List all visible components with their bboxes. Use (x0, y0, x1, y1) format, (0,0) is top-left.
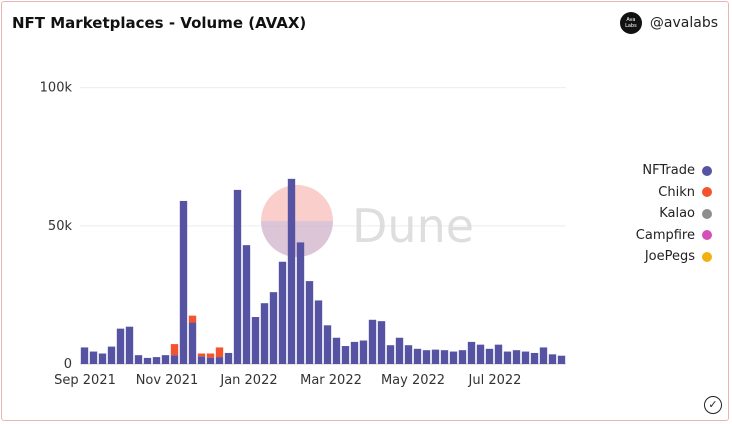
legend-dot-icon (702, 230, 712, 241)
bar-segment-nftrade[interactable] (494, 344, 503, 364)
watermark-text: Dune (352, 199, 474, 253)
bar-segment-nftrade[interactable] (368, 319, 377, 364)
watermark-circle (261, 185, 333, 257)
legend-label: Campfire (635, 227, 695, 243)
legend-dot-icon (702, 165, 712, 176)
legend-dot-icon (702, 251, 712, 262)
bar-segment-nftrade[interactable] (89, 351, 98, 364)
bars (80, 178, 566, 365)
bar-segment-nftrade[interactable] (503, 351, 512, 364)
bar-segment-nftrade[interactable] (458, 350, 467, 364)
bar-segment-nftrade[interactable] (413, 348, 422, 364)
bar-segment-nftrade[interactable] (179, 200, 188, 364)
bar-segment-nftrade[interactable] (242, 245, 251, 364)
bar-segment-nftrade[interactable] (341, 346, 350, 364)
legend-item-campfire[interactable]: Campfire (636, 225, 712, 247)
bar-segment-nftrade[interactable] (314, 300, 323, 364)
bar-segment-nftrade[interactable] (233, 189, 242, 364)
bar-segment-nftrade[interactable] (197, 356, 206, 364)
y-tick-label: 50k (48, 219, 73, 234)
x-tick-label: Mar 2022 (300, 373, 362, 388)
bar-segment-nftrade[interactable] (224, 352, 233, 364)
x-axis: Sep 2021 Nov 2021 Jan 2022 Mar 2022 May 2022… (54, 373, 521, 388)
bar-segment-chikn[interactable] (197, 353, 206, 357)
bar-segment-nftrade[interactable] (305, 281, 314, 364)
bar-segment-nftrade[interactable] (134, 355, 143, 364)
bar-segment-nftrade[interactable] (251, 317, 260, 364)
bar-segment-nftrade[interactable] (80, 347, 89, 364)
watermark-half (261, 221, 333, 257)
bar-segment-nftrade[interactable] (161, 355, 170, 364)
bar-segment-nftrade[interactable] (287, 178, 296, 364)
bar-segment-nftrade[interactable] (260, 303, 269, 364)
bar-segment-nftrade[interactable] (440, 350, 449, 364)
bar-segment-nftrade[interactable] (521, 351, 530, 364)
legend-item-nftrade[interactable]: NFTrade (636, 160, 712, 182)
bar-segment-nftrade[interactable] (449, 351, 458, 364)
bar-segment-nftrade[interactable] (485, 348, 494, 364)
bar-segment-nftrade[interactable] (296, 242, 305, 364)
bar-segment-nftrade[interactable] (152, 357, 161, 364)
bar-segment-nftrade[interactable] (512, 350, 521, 364)
bar-segment-nftrade[interactable] (431, 349, 440, 364)
bar-segment-nftrade[interactable] (170, 355, 179, 364)
legend-item-joepegs[interactable]: JoePegs (636, 246, 712, 268)
bar-segment-nftrade[interactable] (332, 337, 341, 364)
bar-segment-nftrade[interactable] (98, 353, 107, 365)
legend-dot-icon (702, 208, 712, 219)
bar-segment-nftrade[interactable] (422, 350, 431, 364)
bar-segment-chikn[interactable] (206, 353, 215, 358)
bar-segment-nftrade[interactable] (467, 341, 476, 364)
bar-segment-nftrade[interactable] (206, 357, 215, 364)
bar-segment-nftrade[interactable] (395, 337, 404, 364)
bar-segment-nftrade[interactable] (350, 341, 359, 364)
avalabs-logo-icon: Ava Labs (619, 12, 642, 34)
bar-segment-nftrade[interactable] (125, 326, 134, 364)
y-axis: 0 50k 100k (40, 81, 73, 372)
bar-segment-nftrade[interactable] (269, 292, 278, 364)
bar-segment-nftrade[interactable] (539, 347, 548, 364)
legend-label: JoePegs (644, 249, 695, 265)
bar-segment-chikn[interactable] (188, 315, 197, 323)
bar-segment-nftrade[interactable] (188, 322, 197, 364)
x-tick-label: Sep 2021 (54, 373, 116, 388)
bar-segment-chikn[interactable] (170, 344, 179, 356)
legend-dot-icon (702, 187, 712, 198)
dune-watermark: Dune (261, 185, 474, 257)
x-tick-label: Jul 2022 (468, 373, 522, 388)
legend: NFTrade Chikn Kalao Campfire JoePegs (636, 160, 712, 268)
bar-segment-nftrade[interactable] (404, 345, 413, 364)
y-tick-label: 100k (40, 81, 73, 96)
legend-label: NFTrade (642, 163, 695, 179)
brand[interactable]: Ava Labs @avalabs (619, 12, 718, 34)
check-icon[interactable]: ✓ (704, 396, 722, 414)
brand-name[interactable]: @avalabs (649, 15, 718, 31)
x-tick-label: May 2022 (381, 373, 445, 388)
bar-segment-nftrade[interactable] (386, 345, 395, 364)
bar-segment-nftrade[interactable] (557, 355, 566, 364)
legend-item-chikn[interactable]: Chikn (636, 182, 712, 204)
x-tick-label: Jan 2022 (219, 373, 277, 388)
bar-segment-nftrade[interactable] (143, 357, 152, 364)
legend-label: Chikn (658, 184, 695, 200)
bar-segment-nftrade[interactable] (359, 340, 368, 364)
bar-segment-nftrade[interactable] (476, 344, 485, 364)
bar-segment-nftrade[interactable] (215, 357, 224, 364)
bar-segment-nftrade[interactable] (323, 325, 332, 364)
legend-item-kalao[interactable]: Kalao (636, 203, 712, 225)
y-tick-label: 0 (64, 357, 72, 372)
chart-title: NFT Marketplaces - Volume (AVAX) (12, 14, 307, 32)
bar-segment-nftrade[interactable] (107, 346, 116, 364)
x-tick-label: Nov 2021 (136, 373, 199, 388)
bar-segment-nftrade[interactable] (530, 352, 539, 364)
bar-segment-chikn[interactable] (215, 347, 224, 358)
bar-segment-nftrade[interactable] (116, 328, 125, 364)
bar-segment-nftrade[interactable] (377, 321, 386, 364)
bar-segment-nftrade[interactable] (278, 261, 287, 364)
bar-segment-nftrade[interactable] (548, 354, 557, 364)
legend-label: Kalao (659, 206, 695, 222)
